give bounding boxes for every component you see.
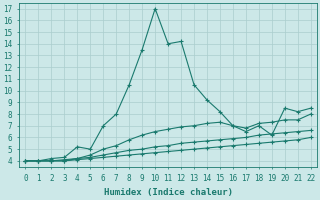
X-axis label: Humidex (Indice chaleur): Humidex (Indice chaleur) bbox=[104, 188, 233, 197]
